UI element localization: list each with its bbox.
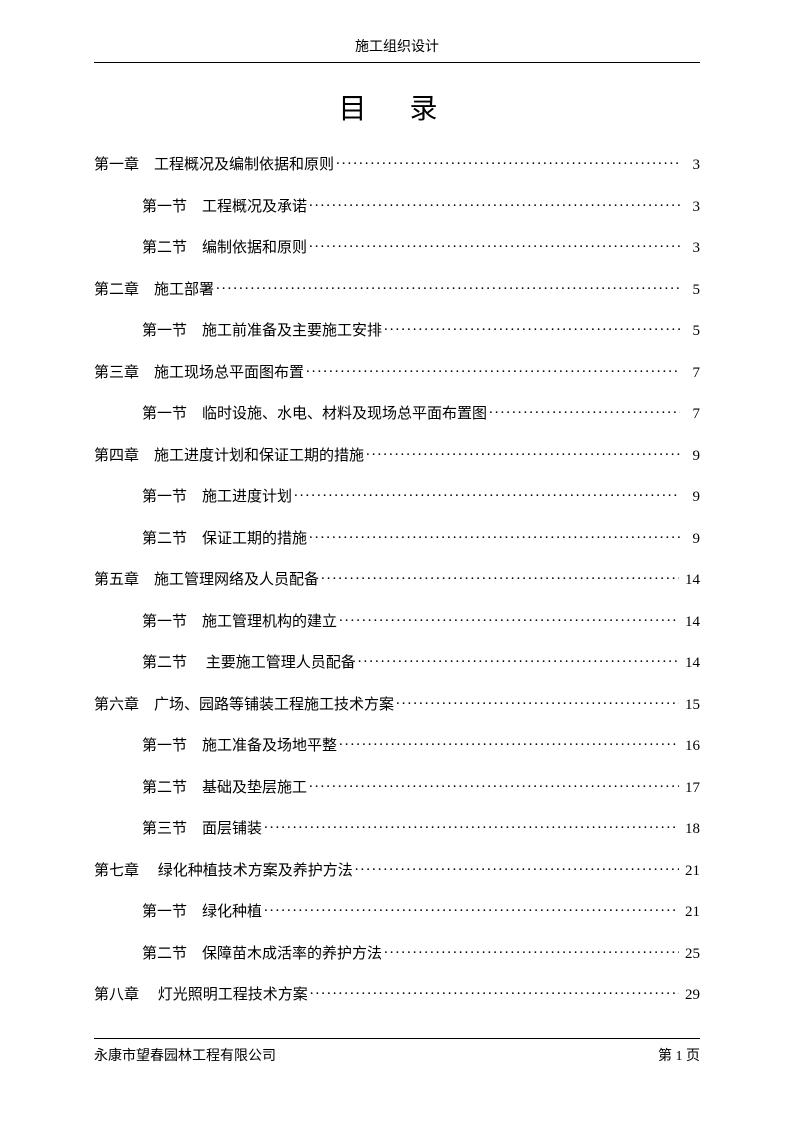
toc-entry-page: 9 [682,489,700,506]
toc-dot-leader [216,279,680,294]
toc-dot-leader [321,569,679,584]
toc-entry-label: 第一节 临时设施、水电、材料及现场总平面布置图 [142,402,487,423]
toc-entry: 第一节 施工准备及场地平整 16 [94,734,700,755]
toc-dot-leader [358,652,679,667]
toc-entry: 第一章 工程概况及编制依据和原则 3 [94,153,700,174]
toc-entry-label: 第一节 施工前准备及主要施工安排 [142,319,382,340]
page-header-title: 施工组织设计 [94,36,700,63]
toc-entry: 第六章 广场、园路等铺装工程施工技术方案 15 [94,693,700,714]
toc-entry: 第一节 绿化种植 21 [94,900,700,921]
page-footer: 永康市望春园林工程有限公司 第 1 页 [94,1038,700,1065]
toc-entry: 第二节 基础及垫层施工 17 [94,776,700,797]
toc-entry-label: 第二章 施工部署 [94,278,214,299]
toc-entry: 第二章 施工部署 5 [94,278,700,299]
toc-entry-label: 第二节 基础及垫层施工 [142,776,307,797]
toc-dot-leader [396,694,679,709]
toc-entry-page: 21 [681,863,700,880]
toc-entry-label: 第一节 工程概况及承诺 [142,195,307,216]
toc-entry-label: 第七章 绿化种植技术方案及养护方法 [94,859,353,880]
toc-entry-label: 第二节 保证工期的措施 [142,527,307,548]
toc-entry-page: 9 [682,448,700,465]
toc-dot-leader [384,943,679,958]
toc-dot-leader [355,860,679,875]
toc-entry: 第七章 绿化种植技术方案及养护方法 21 [94,859,700,880]
toc-entry-page: 18 [681,821,700,838]
toc-entry: 第二节 保障苗木成活率的养护方法 25 [94,942,700,963]
toc-entry-page: 7 [682,365,700,382]
toc-entry: 第一节 施工进度计划 9 [94,485,700,506]
toc-entry-page: 15 [681,697,700,714]
toc-entry-page: 9 [682,531,700,548]
toc-entry-label: 第一节 施工准备及场地平整 [142,734,337,755]
toc-dot-leader [339,735,679,750]
toc-dot-leader [366,445,680,460]
toc-dot-leader [310,984,679,999]
toc-entry-label: 第四章 施工进度计划和保证工期的措施 [94,444,364,465]
toc-entry: 第四章 施工进度计划和保证工期的措施 9 [94,444,700,465]
toc-entry-label: 第一节 施工进度计划 [142,485,292,506]
toc-entry-page: 14 [681,655,700,672]
toc-dot-leader [306,362,680,377]
toc-entry-page: 5 [682,323,700,340]
toc-entry-page: 25 [681,946,700,963]
toc-entry-label: 第八章 灯光照明工程技术方案 [94,983,308,1004]
toc-entry-page: 29 [681,987,700,1004]
toc-entry-page: 14 [681,614,700,631]
toc-entry-page: 14 [681,572,700,589]
toc-entry-label: 第三章 施工现场总平面图布置 [94,361,304,382]
toc-dot-leader [309,528,680,543]
toc-entry-page: 3 [682,199,700,216]
toc-dot-leader [336,154,680,169]
toc-entry-label: 第六章 广场、园路等铺装工程施工技术方案 [94,693,394,714]
toc-entry: 第一节 工程概况及承诺 3 [94,195,700,216]
toc-dot-leader [264,818,679,833]
toc-entry-page: 16 [681,738,700,755]
toc-dot-leader [339,611,679,626]
toc-entry-label: 第一节 绿化种植 [142,900,262,921]
toc-dot-leader [294,486,680,501]
toc-entry-label: 第二节 主要施工管理人员配备 [142,651,356,672]
toc-title: 目 录 [94,87,700,127]
toc-entry-page: 3 [682,157,700,174]
toc-entry-label: 第二节 编制依据和原则 [142,236,307,257]
toc-dot-leader [309,196,680,211]
table-of-contents: 第一章 工程概况及编制依据和原则3第一节 工程概况及承诺3第二节 编制依据和原则… [94,153,700,1004]
footer-page-number: 第 1 页 [658,1045,700,1065]
toc-dot-leader [309,237,680,252]
toc-entry: 第一节 施工管理机构的建立 14 [94,610,700,631]
toc-dot-leader [384,320,680,335]
toc-entry: 第一节 临时设施、水电、材料及现场总平面布置图 7 [94,402,700,423]
toc-entry-label: 第一章 工程概况及编制依据和原则 [94,153,334,174]
toc-entry: 第二节 编制依据和原则 3 [94,236,700,257]
toc-entry-page: 5 [682,282,700,299]
footer-company: 永康市望春园林工程有限公司 [94,1045,276,1065]
toc-entry-page: 21 [681,904,700,921]
toc-entry-label: 第五章 施工管理网络及人员配备 [94,568,319,589]
toc-entry-label: 第三节 面层铺装 [142,817,262,838]
toc-entry-label: 第二节 保障苗木成活率的养护方法 [142,942,382,963]
document-page: 施工组织设计 目 录 第一章 工程概况及编制依据和原则 3 第一节 工程概况及承诺 3… [0,0,794,1123]
toc-entry: 第五章 施工管理网络及人员配备 14 [94,568,700,589]
toc-entry: 第二节 主要施工管理人员配备 14 [94,651,700,672]
toc-entry: 第二节 保证工期的措施 9 [94,527,700,548]
toc-entry-label: 第一节 施工管理机构的建立 [142,610,337,631]
toc-entry: 第三章 施工现场总平面图布置 7 [94,361,700,382]
toc-entry-page: 7 [682,406,700,423]
toc-entry: 第八章 灯光照明工程技术方案 29 [94,983,700,1004]
toc-dot-leader [309,777,679,792]
toc-entry: 第一节 施工前准备及主要施工安排 5 [94,319,700,340]
toc-entry-page: 3 [682,240,700,257]
toc-entry: 第三节 面层铺装 18 [94,817,700,838]
toc-entry-page: 17 [681,780,700,797]
toc-dot-leader [489,403,680,418]
toc-dot-leader [264,901,679,916]
